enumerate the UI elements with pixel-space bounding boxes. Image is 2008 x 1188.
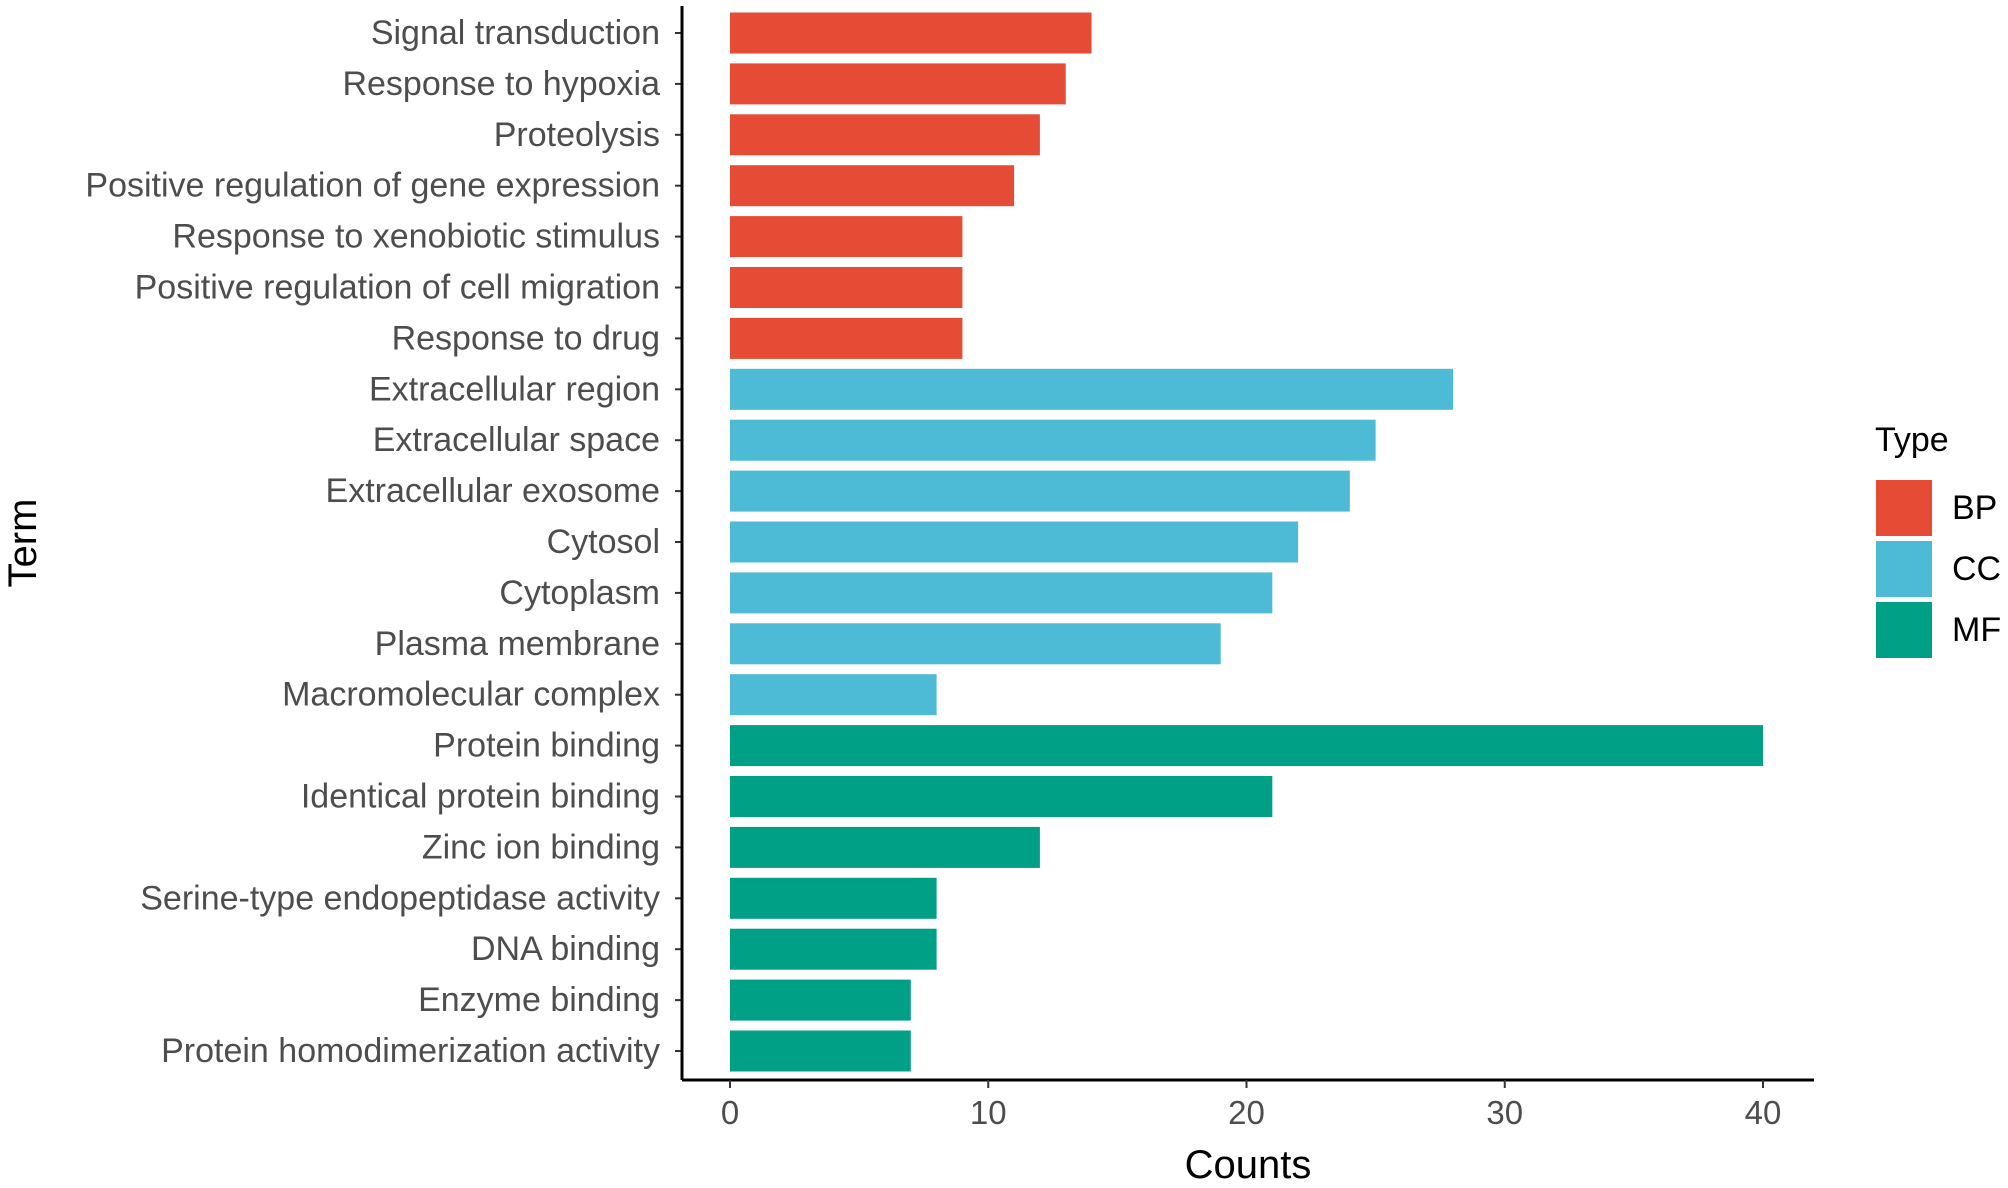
bar bbox=[730, 521, 1299, 563]
category-label: Proteolysis bbox=[494, 116, 660, 154]
category-label: Zinc ion binding bbox=[422, 828, 660, 866]
bar bbox=[730, 216, 963, 258]
legend-label: MF bbox=[1952, 611, 2001, 649]
category-label: Serine-type endopeptidase activity bbox=[140, 879, 660, 917]
category-label: DNA binding bbox=[471, 930, 660, 968]
legend: Type BP CC MF bbox=[1875, 421, 2001, 658]
x-tick-label: 0 bbox=[721, 1094, 739, 1131]
category-label: Protein binding bbox=[433, 727, 660, 765]
bar bbox=[730, 623, 1221, 665]
legend-title: Type bbox=[1875, 421, 1949, 459]
category-label: Cytosol bbox=[547, 523, 660, 561]
category-label: Extracellular region bbox=[369, 370, 660, 408]
category-label: Response to hypoxia bbox=[342, 65, 660, 103]
bar bbox=[730, 979, 911, 1021]
category-label: Macromolecular complex bbox=[282, 676, 660, 714]
bar bbox=[730, 776, 1273, 817]
category-label: Positive regulation of cell migration bbox=[135, 269, 660, 307]
bar bbox=[730, 826, 1040, 868]
bar bbox=[730, 317, 963, 359]
x-axis: 0 10 20 30 40 bbox=[682, 1078, 1814, 1131]
category-label: Cytoplasm bbox=[499, 574, 660, 612]
bar bbox=[730, 368, 1454, 410]
category-label: Extracellular exosome bbox=[326, 472, 660, 510]
x-tick-label: 30 bbox=[1486, 1094, 1523, 1131]
bar bbox=[730, 165, 1015, 207]
bar bbox=[730, 12, 1092, 54]
x-tick-label: 40 bbox=[1745, 1094, 1782, 1131]
legend-items: BP CC MF bbox=[1876, 480, 2001, 658]
bar bbox=[730, 928, 937, 970]
bar bbox=[730, 877, 937, 919]
bar bbox=[730, 725, 1763, 767]
y-axis: Signal transduction Response to hypoxia Pr… bbox=[85, 6, 684, 1080]
category-label: Extracellular space bbox=[373, 421, 660, 459]
category-label: Response to drug bbox=[392, 319, 660, 357]
category-label: Plasma membrane bbox=[375, 625, 660, 663]
y-axis-title: Term bbox=[1, 499, 45, 588]
legend-label: CC bbox=[1952, 550, 2001, 588]
bar bbox=[730, 419, 1376, 461]
x-tick-label: 10 bbox=[970, 1094, 1007, 1131]
x-axis-title: Counts bbox=[1185, 1143, 1312, 1183]
category-label: Enzyme binding bbox=[418, 981, 660, 1019]
bar bbox=[730, 1030, 911, 1072]
legend-key bbox=[1876, 480, 1932, 536]
bar bbox=[730, 114, 1040, 156]
bars-layer bbox=[730, 12, 1763, 1072]
bar bbox=[730, 572, 1273, 614]
bar bbox=[730, 674, 937, 716]
bar bbox=[730, 267, 963, 308]
bar bbox=[730, 470, 1350, 512]
category-label: Response to xenobiotic stimulus bbox=[172, 218, 660, 256]
legend-label: BP bbox=[1952, 489, 1997, 527]
x-tick-label: 20 bbox=[1228, 1094, 1265, 1131]
category-label: Positive regulation of gene expression bbox=[85, 167, 660, 205]
legend-key bbox=[1876, 541, 1932, 597]
category-label: Identical protein binding bbox=[301, 778, 660, 816]
category-label: Protein homodimerization activity bbox=[161, 1032, 660, 1070]
bar bbox=[730, 63, 1066, 105]
category-label: Signal transduction bbox=[371, 14, 660, 52]
legend-key bbox=[1876, 602, 1932, 658]
